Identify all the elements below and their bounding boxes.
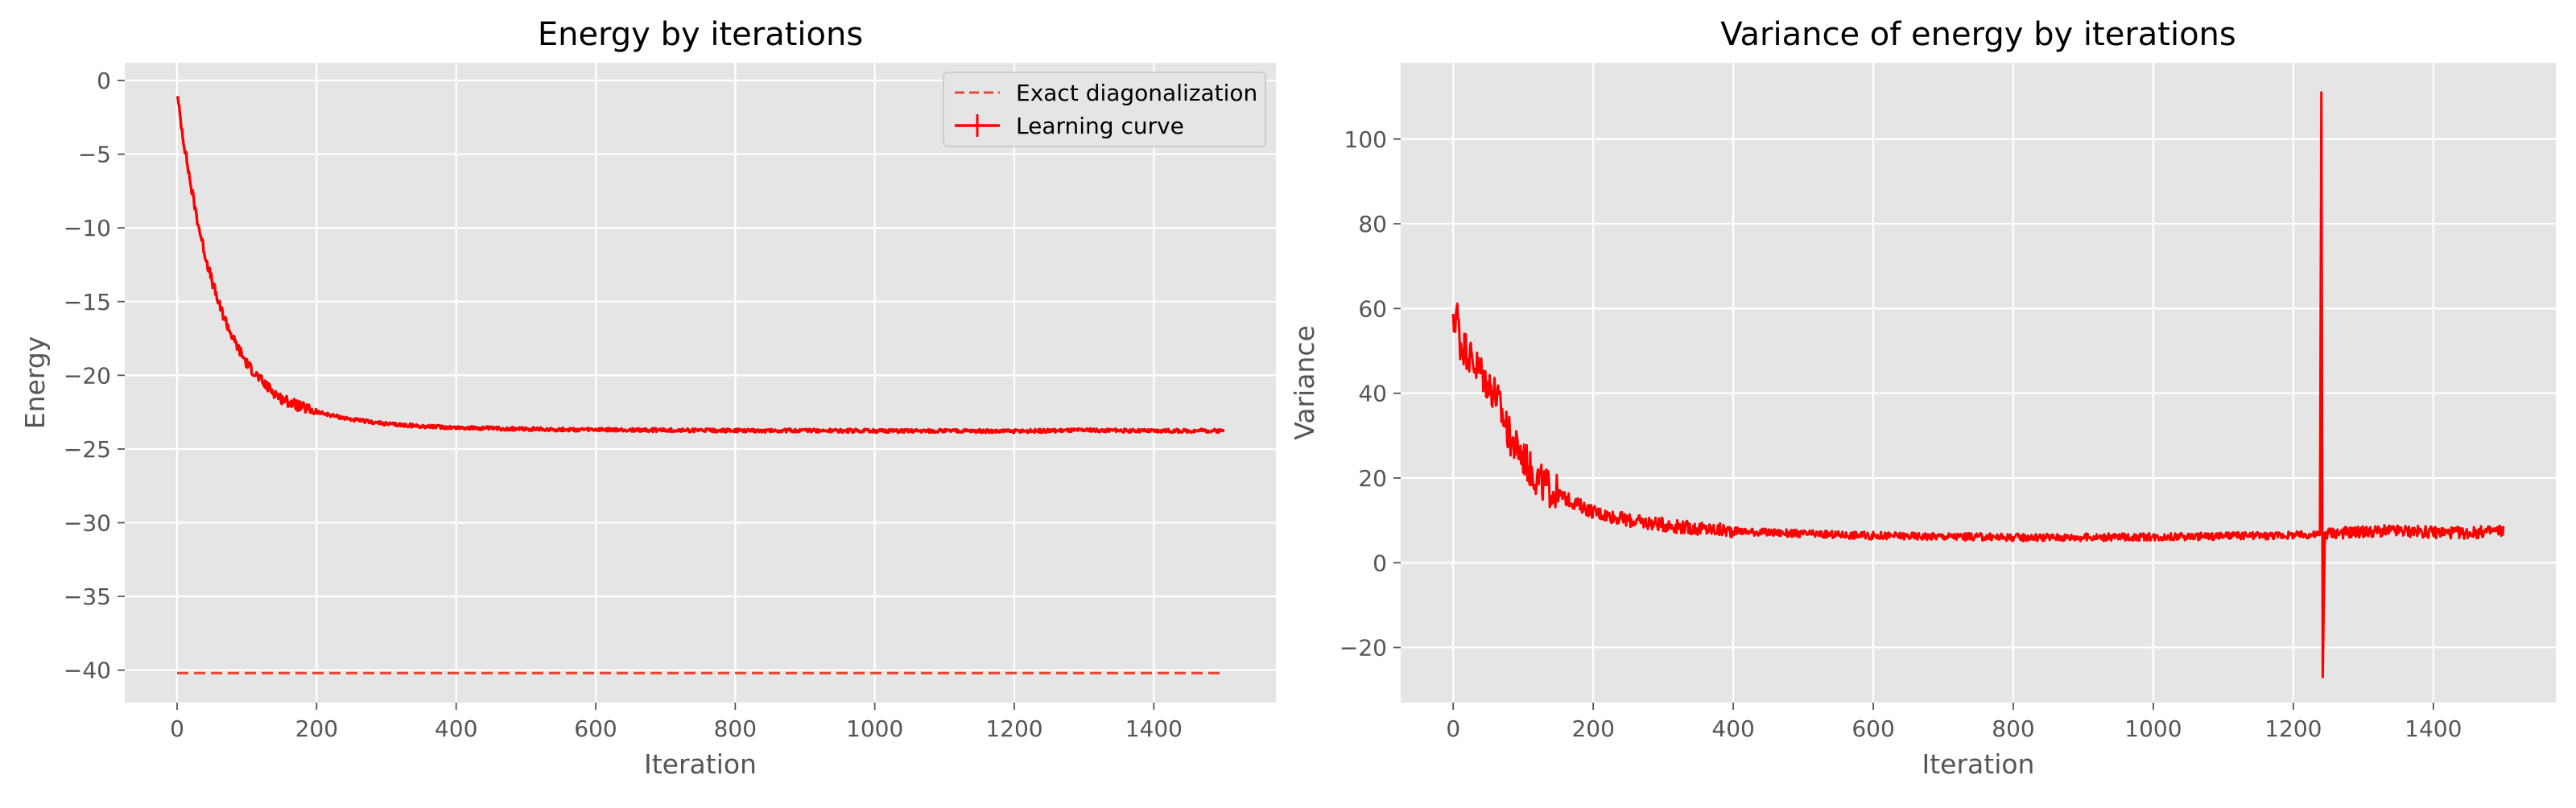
variance-x-axis-label: Iteration <box>1922 748 2035 780</box>
x-tick-label: 0 <box>170 715 184 742</box>
legend-label-learning-curve: Learning curve <box>1016 113 1184 139</box>
x-tick-label: 600 <box>1852 715 1894 742</box>
energy-y-axis-label: Energy <box>19 336 51 430</box>
variance-ticks: 0 200 400 600 800 1000 1200 1400 −20 0 20 40 60 80 100 <box>1340 126 2462 742</box>
y-tick-label: −5 <box>78 142 111 168</box>
y-tick-label: −30 <box>64 510 111 537</box>
y-tick-label: −20 <box>64 362 111 389</box>
variance-plot-area <box>1401 63 2556 703</box>
y-tick-label: −40 <box>64 658 111 684</box>
variance-chart: 0 200 400 600 800 1000 1200 1400 −20 0 20 40 60 80 100… <box>1289 16 2556 780</box>
variance-grid <box>1401 63 2556 703</box>
legend-label-exact-diagonalization: Exact diagonalization <box>1016 80 1257 106</box>
variance-chart-title: Variance of energy by iterations <box>1720 16 2235 53</box>
energy-plot-area <box>125 63 1276 703</box>
x-tick-label: 1400 <box>2405 715 2462 742</box>
x-tick-label: 1400 <box>1125 715 1183 742</box>
y-tick-label: −10 <box>64 215 111 241</box>
x-tick-label: 800 <box>1992 715 2034 742</box>
y-tick-label: 40 <box>1358 381 1387 407</box>
y-tick-label: 0 <box>1373 550 1387 576</box>
y-tick-label: 60 <box>1358 295 1387 322</box>
y-tick-label: 20 <box>1358 465 1387 492</box>
x-tick-label: 400 <box>435 715 477 742</box>
y-tick-label: −15 <box>64 289 111 315</box>
energy-x-axis-label: Iteration <box>644 748 757 780</box>
energy-chart: 0 200 400 600 800 1000 1200 1400 0 −5 −10 −15 −20 −25… <box>19 16 1276 780</box>
variance-y-axis-label: Variance <box>1289 325 1320 440</box>
x-tick-label: 1000 <box>846 715 903 742</box>
y-tick-label: −35 <box>64 583 111 610</box>
energy-ticks: 0 200 400 600 800 1000 1200 1400 0 −5 −10 −15 −20 −25… <box>64 68 1183 742</box>
energy-legend: Exact diagonalization Learning curve <box>943 72 1266 147</box>
x-tick-label: 1000 <box>2124 715 2182 742</box>
x-tick-label: 0 <box>1446 715 1460 742</box>
y-tick-label: 100 <box>1344 126 1387 153</box>
x-tick-label: 1200 <box>2264 715 2322 742</box>
y-tick-label: 80 <box>1358 211 1387 237</box>
energy-grid <box>125 63 1276 703</box>
x-tick-label: 200 <box>295 715 338 742</box>
energy-series <box>175 96 1225 674</box>
x-tick-label: 600 <box>574 715 617 742</box>
energy-chart-title: Energy by iterations <box>538 16 863 53</box>
variance-series <box>1451 91 2505 678</box>
series-variance-line <box>1451 91 2505 678</box>
x-tick-label: 200 <box>1571 715 1614 742</box>
x-tick-label: 400 <box>1711 715 1754 742</box>
y-tick-label: 0 <box>97 68 111 94</box>
y-tick-label: −25 <box>64 436 111 463</box>
y-tick-label: −20 <box>1340 635 1387 662</box>
x-tick-label: 800 <box>714 715 757 742</box>
x-tick-label: 1200 <box>985 715 1042 742</box>
legend-frame <box>943 72 1266 147</box>
series-learning-curve-line <box>175 96 1225 435</box>
